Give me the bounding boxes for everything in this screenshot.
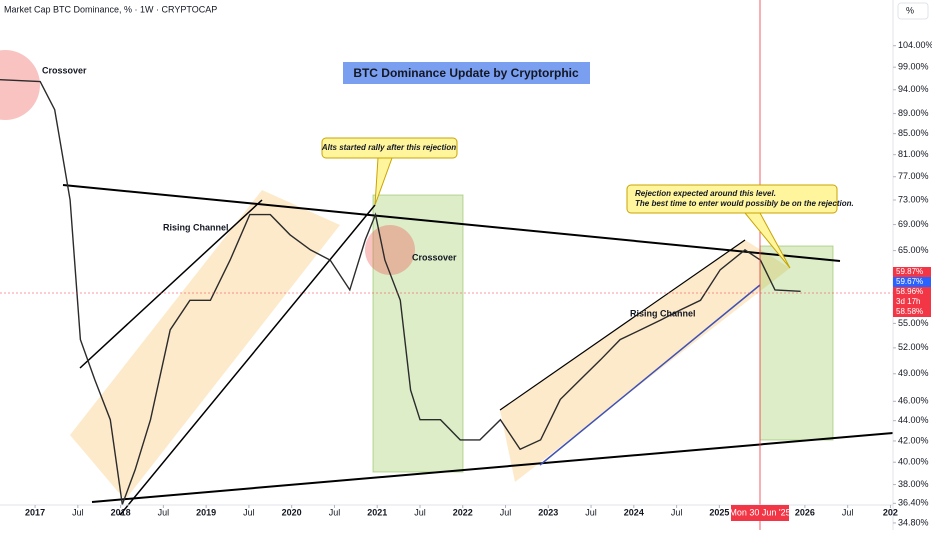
annotation: Rising Channel <box>163 222 229 232</box>
y-tick-label: 44.00% <box>898 415 929 425</box>
y-tick-label: 85.00% <box>898 128 929 138</box>
green-zone <box>372 194 464 473</box>
x-tick-label: Jul <box>72 507 84 517</box>
y-tick-label: 42.00% <box>898 435 929 445</box>
x-tick-label: Jul <box>414 507 426 517</box>
x-tick-label: 2022 <box>453 507 473 517</box>
x-tick-label: 2025 <box>709 507 729 517</box>
price-badge-label: 58.58% <box>896 307 923 316</box>
y-tick-label: 69.00% <box>898 219 929 229</box>
price-badge <box>893 307 931 317</box>
x-tick-label: 2020 <box>282 507 302 517</box>
y-tick-label: 73.00% <box>898 194 929 204</box>
y-tick-label: 34.80% <box>898 517 929 527</box>
x-tick-label: 2024 <box>624 507 644 517</box>
x-tick-label: 2026 <box>795 507 815 517</box>
callout-box <box>321 137 458 159</box>
cursor-label: Mon 30 Jun '25 <box>729 507 790 517</box>
channel-line <box>79 199 263 369</box>
x-tick-label: Jul <box>842 507 854 517</box>
crossover-circle <box>365 225 415 275</box>
callout-box <box>626 184 838 214</box>
y-tick-label: 104.00% <box>898 40 932 50</box>
cursor-badge <box>731 505 789 521</box>
x-tick-label: 2023 <box>538 507 558 517</box>
y-tick-label: 77.00% <box>898 171 929 181</box>
y-tick-label: 65.00% <box>898 245 929 255</box>
x-tick-label: Jul <box>243 507 255 517</box>
y-tick-label: 49.00% <box>898 368 929 378</box>
annotation: Crossover <box>412 252 457 262</box>
x-tick-label: Jul <box>158 507 170 517</box>
y-tick-label: 81.00% <box>898 149 929 159</box>
y-tick-label: 46.00% <box>898 396 929 406</box>
callout-text: The best time to enter would possibly be… <box>635 199 854 208</box>
y-tick-label: 38.00% <box>898 479 929 489</box>
price-badge-label: 58.96% <box>896 287 923 296</box>
x-tick-label: 2018 <box>111 507 131 517</box>
price-line-series <box>0 79 801 505</box>
x-tick-label: Jul <box>671 507 683 517</box>
callout-text: Rejection expected around this level. <box>635 189 776 198</box>
channel-line <box>119 204 376 516</box>
y-tick-label: 52.00% <box>898 342 929 352</box>
unit-button[interactable] <box>897 2 929 20</box>
x-tick-label: Jul <box>329 507 341 517</box>
y-tick-label: 40.00% <box>898 457 929 467</box>
y-tick-label: 36.40% <box>898 498 929 508</box>
header-title: Market Cap BTC Dominance, % · 1W · CRYPT… <box>4 4 217 14</box>
banner-box <box>343 62 590 84</box>
channel-zone <box>500 240 790 482</box>
x-tick-label: Jul <box>585 507 597 517</box>
x-tick-label: Jul <box>500 507 512 517</box>
channel-line <box>499 239 746 411</box>
annotation: Rising Channel <box>630 308 696 318</box>
trendline <box>62 184 841 262</box>
y-tick-label: 89.00% <box>898 108 929 118</box>
banner: BTC Dominance Update by Cryptorphic <box>353 66 579 80</box>
trendline <box>91 432 894 503</box>
y-tick-label: 99.00% <box>898 62 929 72</box>
y-tick-label: 55.00% <box>898 318 929 328</box>
price-badge <box>893 297 931 307</box>
callout-text: Alts started rally after this rejection <box>321 143 456 152</box>
price-badge-label: 3d 17h <box>896 297 920 306</box>
price-badge-label: 59.87% <box>896 267 923 276</box>
green-zone <box>759 245 834 441</box>
price-badge <box>893 277 931 287</box>
x-tick-label: 2017 <box>25 507 45 517</box>
price-badge <box>893 287 931 297</box>
price-badge-label: 59.67% <box>896 277 923 286</box>
x-tick-label: 2019 <box>196 507 216 517</box>
channel-line <box>539 284 761 466</box>
price-badge <box>893 267 931 277</box>
annotation: Crossover <box>42 65 87 75</box>
x-tick-label: 2021 <box>367 507 387 517</box>
y-tick-label: 94.00% <box>898 84 929 94</box>
x-tick-label: 202 <box>883 507 898 517</box>
channel-zone <box>70 190 340 500</box>
unit-label: % <box>906 5 914 15</box>
crossover-circle <box>0 50 40 120</box>
